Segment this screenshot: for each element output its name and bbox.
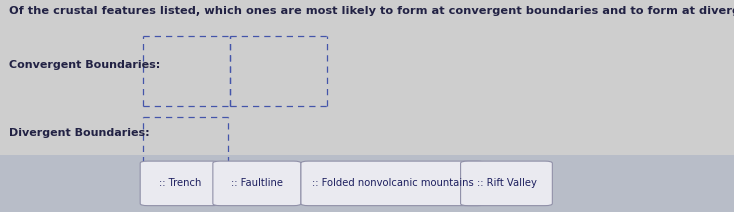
FancyBboxPatch shape	[301, 161, 484, 206]
Bar	[0, 155, 734, 212]
Text: :: Folded nonvolcanic mountains: :: Folded nonvolcanic mountains	[312, 178, 473, 188]
FancyBboxPatch shape	[213, 161, 301, 206]
FancyBboxPatch shape	[140, 161, 219, 206]
Text: Of the crustal features listed, which ones are most likely to form at convergent: Of the crustal features listed, which on…	[9, 6, 734, 16]
Text: Divergent Boundaries:: Divergent Boundaries:	[9, 127, 150, 138]
Text: :: Trench: :: Trench	[159, 178, 201, 188]
Text: :: Faultline: :: Faultline	[231, 178, 283, 188]
Text: :: Rift Valley: :: Rift Valley	[476, 178, 537, 188]
Text: Convergent Boundaries:: Convergent Boundaries:	[9, 60, 160, 70]
FancyBboxPatch shape	[461, 161, 552, 206]
